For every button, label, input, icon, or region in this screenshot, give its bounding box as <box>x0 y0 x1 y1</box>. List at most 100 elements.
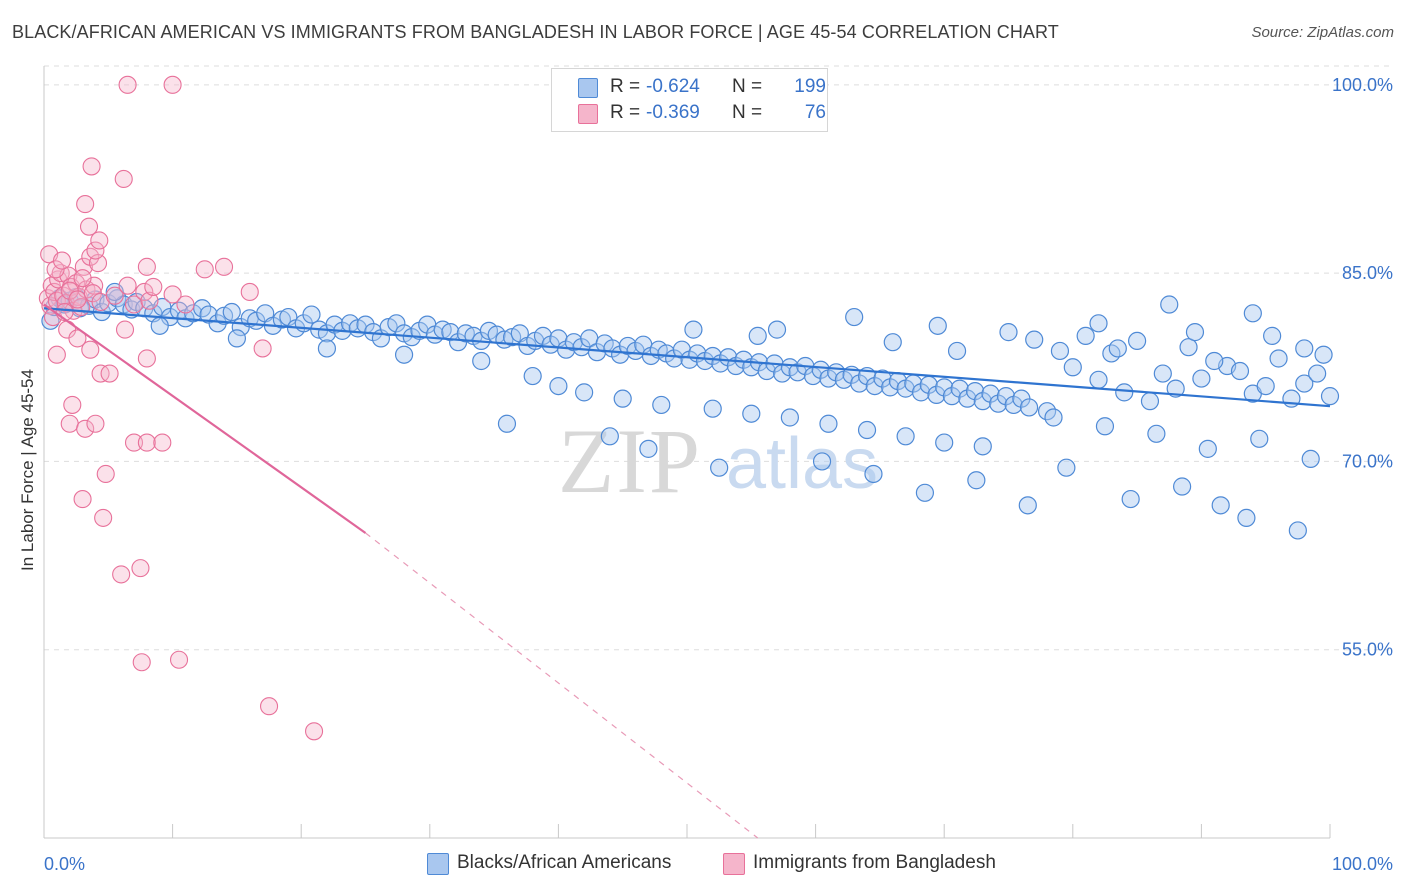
data-point-blacks <box>999 323 1018 342</box>
data-point-bangladesh <box>137 257 156 276</box>
data-point-blacks <box>845 307 864 327</box>
data-point-blacks <box>1263 326 1282 345</box>
data-point-blacks <box>973 392 992 411</box>
x-tick-label: 100.0% <box>1332 854 1393 874</box>
data-point-blacks <box>387 314 406 333</box>
legend-swatch-blue <box>578 78 598 98</box>
legend-r-label: R = <box>610 102 641 123</box>
data-point-blacks <box>780 408 799 427</box>
data-point-blacks <box>1121 489 1140 509</box>
data-point-blacks <box>1127 331 1147 351</box>
data-point-bangladesh <box>115 320 135 339</box>
data-point-bangladesh <box>76 419 95 438</box>
data-point-blacks <box>1140 392 1160 411</box>
data-point-bangladesh <box>131 559 150 578</box>
data-point-blacks <box>600 427 619 446</box>
trend-line-blacks <box>43 307 1331 408</box>
data-point-blacks <box>935 433 954 452</box>
data-point-bangladesh <box>137 349 156 368</box>
y-tick-label: 70.0% <box>1342 451 1393 471</box>
data-point-bangladesh <box>163 285 182 304</box>
data-point-blacks <box>1301 449 1320 469</box>
data-point-bangladesh <box>86 414 105 433</box>
data-point-blacks <box>915 483 935 502</box>
data-point-bangladesh <box>76 195 95 214</box>
data-point-bangladesh <box>137 433 156 452</box>
data-point-bangladesh <box>259 697 279 716</box>
legend-r-value: -0.624 <box>646 76 700 97</box>
data-point-blacks <box>864 464 883 484</box>
data-point-bangladesh <box>63 395 82 414</box>
data-point-blacks <box>652 395 671 415</box>
data-point-blacks <box>1166 379 1185 398</box>
data-point-blacks <box>1095 417 1115 436</box>
y-tick-label: 55.0% <box>1342 640 1393 660</box>
data-point-blacks <box>1108 339 1127 358</box>
trend-line-bangladesh-extension <box>365 532 759 839</box>
data-point-bangladesh <box>73 269 92 288</box>
data-point-blacks <box>1160 295 1179 314</box>
axes <box>43 66 1331 839</box>
data-point-blacks <box>857 420 877 440</box>
chart-title: BLACK/AFRICAN AMERICAN VS IMMIGRANTS FRO… <box>12 22 1059 42</box>
data-point-blacks <box>1314 345 1333 364</box>
data-point-blacks <box>1057 458 1076 477</box>
watermark-atlas: atlas <box>726 424 878 504</box>
data-point-bangladesh <box>112 565 131 584</box>
data-point-blacks <box>1243 304 1262 323</box>
data-point-blacks <box>1179 338 1198 357</box>
data-point-bangladesh <box>176 295 195 314</box>
data-point-bangladesh <box>68 290 87 309</box>
bottom-legend-label: Immigrants from Bangladesh <box>753 852 996 873</box>
data-point-blacks <box>222 302 241 322</box>
data-point-bangladesh <box>105 286 124 305</box>
data-point-blacks <box>911 383 931 402</box>
data-point-bangladesh <box>140 291 159 310</box>
data-point-blacks <box>1308 364 1327 383</box>
data-point-bangladesh <box>100 364 119 383</box>
data-point-bangladesh <box>94 508 113 527</box>
data-point-blacks <box>549 376 568 396</box>
data-point-blacks <box>613 389 632 408</box>
series-blacks-points <box>41 282 1340 540</box>
data-point-blacks <box>973 437 992 456</box>
data-point-blacks <box>819 414 838 433</box>
data-point-bangladesh <box>124 295 144 314</box>
data-point-bangladesh <box>81 340 100 359</box>
data-point-bangladesh <box>96 464 115 484</box>
data-point-blacks <box>639 439 658 458</box>
legend-swatch-pink <box>578 104 598 124</box>
data-point-blacks <box>1115 383 1134 402</box>
data-point-blacks <box>1250 429 1269 448</box>
data-point-blacks <box>965 382 985 401</box>
data-point-blacks <box>497 414 517 433</box>
data-point-blacks <box>1089 370 1108 389</box>
data-point-bangladesh <box>163 75 182 94</box>
data-point-blacks <box>1192 369 1211 388</box>
data-point-blacks <box>1063 358 1082 377</box>
data-point-bangladesh <box>135 282 154 302</box>
data-point-bangladesh <box>86 241 105 260</box>
data-point-blacks <box>1185 323 1205 342</box>
y-axis-label: In Labor Force | Age 45-54 <box>18 369 37 571</box>
data-point-bangladesh <box>68 329 87 348</box>
data-point-bangladesh <box>214 257 234 276</box>
legend-r-value: -0.369 <box>646 102 700 123</box>
data-point-blacks <box>1076 326 1095 345</box>
data-point-blacks <box>441 323 460 342</box>
data-point-blacks <box>883 333 902 352</box>
data-point-bangladesh <box>52 251 72 270</box>
data-point-blacks <box>1237 508 1256 528</box>
data-point-blacks <box>150 316 169 335</box>
data-point-blacks <box>208 314 227 333</box>
data-point-bangladesh <box>169 650 189 669</box>
data-point-blacks <box>850 374 869 393</box>
data-point-blacks <box>1044 408 1063 427</box>
source-label: Source: ZipAtlas.com <box>1251 24 1394 41</box>
bottom-legend-swatch-pink <box>723 853 745 875</box>
legend-r-label: R = <box>610 76 641 97</box>
y-tick-label: 100.0% <box>1332 75 1393 95</box>
data-point-blacks <box>950 379 969 398</box>
data-point-blacks <box>1205 351 1224 371</box>
legend-n-value: 199 <box>794 76 826 97</box>
